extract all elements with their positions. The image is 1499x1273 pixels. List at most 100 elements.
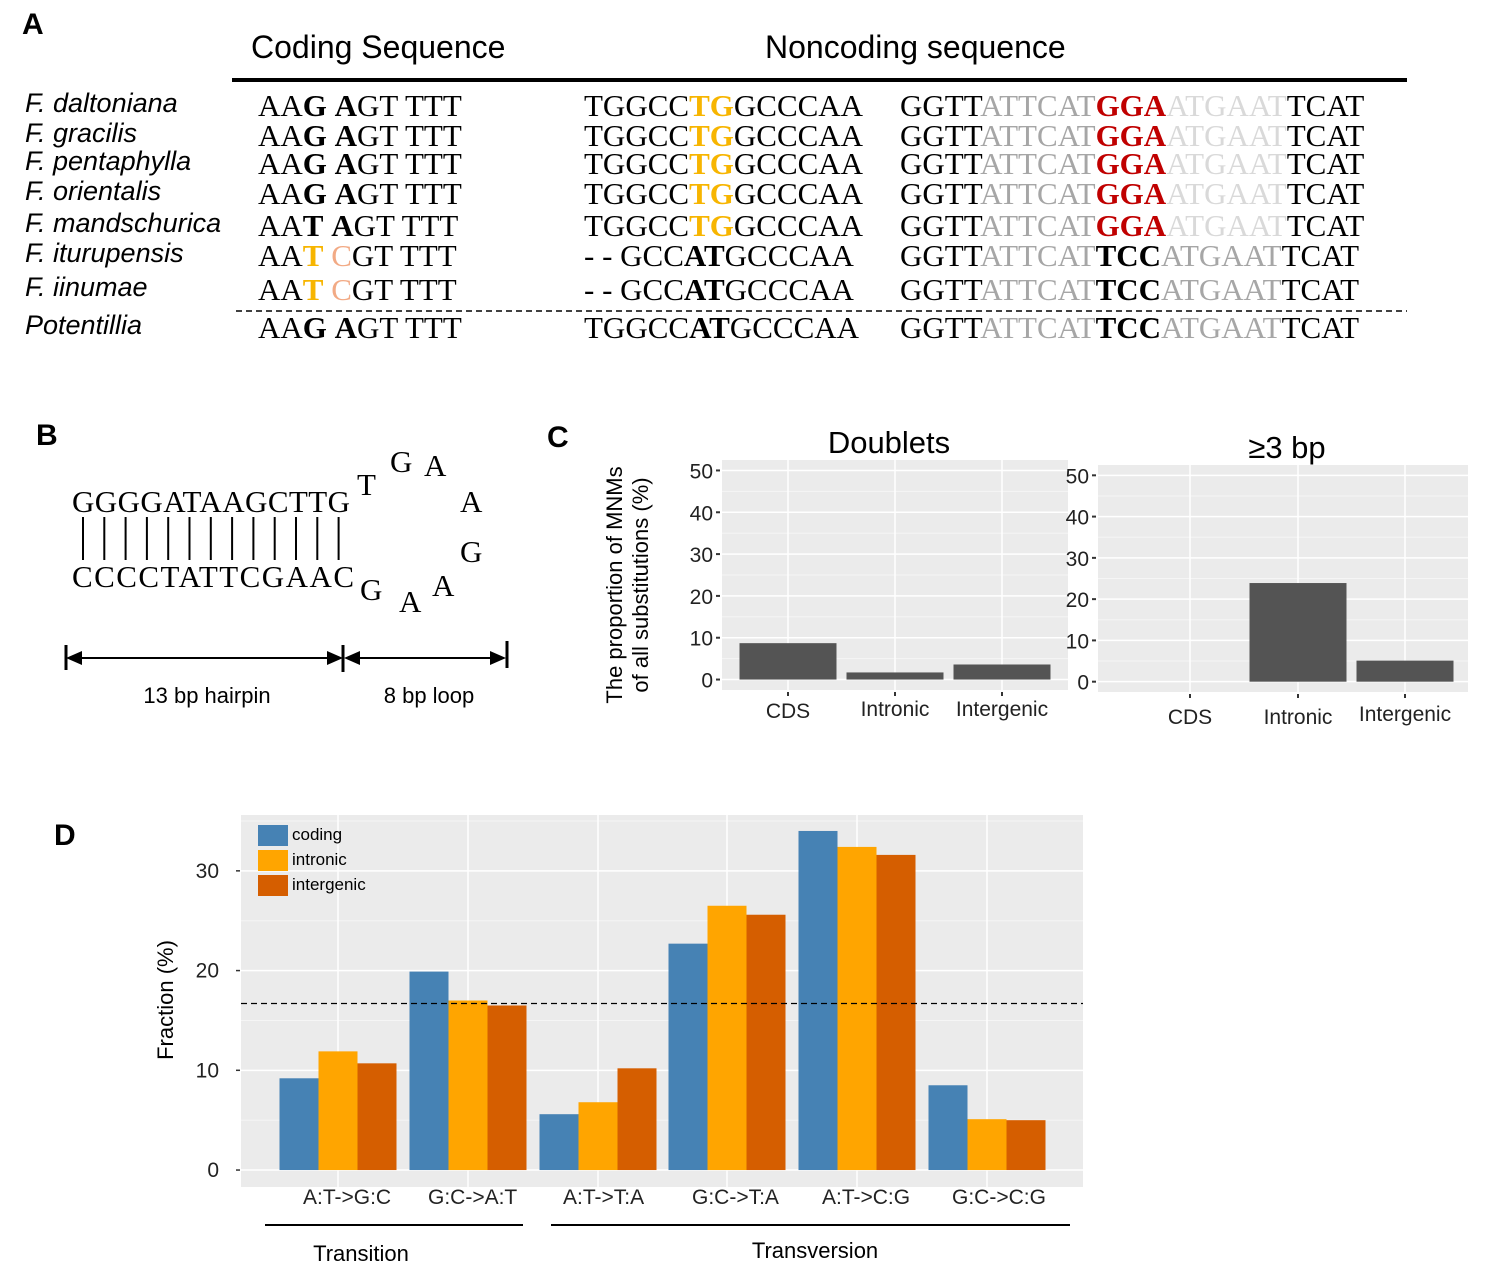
bar-intergenic bbox=[876, 854, 916, 1171]
arrowhead-icon bbox=[66, 651, 82, 665]
sequence-segment: GGTT bbox=[900, 208, 983, 243]
y-tick-label: 0 bbox=[701, 670, 713, 693]
top-strand: GGGGATAAGCTTG bbox=[72, 484, 350, 519]
sequence-noncoding1: - - GCCATGCCCAA bbox=[584, 272, 854, 307]
sequence-segment: AA bbox=[258, 208, 303, 243]
sequence-segment: ATGAAT bbox=[1161, 272, 1282, 307]
sequence-segment: - - GCC bbox=[584, 238, 684, 273]
sequence-coding: AAG AGT TTT bbox=[258, 146, 462, 181]
sequence-coding: AAT CGT TTT bbox=[258, 272, 457, 307]
sequence-coding: AAG AGT TTT bbox=[258, 310, 462, 345]
sequence-segment: GCCCAA bbox=[734, 146, 864, 181]
sequence-segment bbox=[323, 238, 331, 273]
sequence-segment: ATTCAT bbox=[980, 238, 1095, 273]
sequence-segment: T bbox=[303, 238, 324, 273]
sequence-coding: AAT AGT TTT bbox=[258, 208, 458, 243]
y-tick-label: 30 bbox=[1066, 548, 1089, 571]
x-tick-label: G:C->C:G bbox=[952, 1186, 1046, 1209]
species-name: F. gracilis bbox=[25, 118, 137, 148]
chart-title: ≥3 bp bbox=[1248, 430, 1325, 465]
x-tick-label: A:T->T:A bbox=[563, 1186, 644, 1209]
bar-coding bbox=[279, 1078, 319, 1171]
sequence-segment: T bbox=[303, 208, 324, 243]
species-name: F. iturupensis bbox=[25, 238, 184, 268]
sequence-segment: G bbox=[303, 146, 327, 181]
x-tick-label: CDS bbox=[1168, 706, 1212, 729]
bar-cds bbox=[739, 643, 837, 680]
sequence-segment: ATGAAT bbox=[1166, 88, 1287, 123]
bar-coding bbox=[928, 1085, 968, 1171]
sequence-segment: GGTT bbox=[900, 176, 983, 211]
sequence-segment: GT TTT bbox=[357, 146, 462, 181]
bar-coding bbox=[668, 943, 708, 1171]
x-tick-label: G:C->T:A bbox=[692, 1186, 779, 1209]
y-axis-label-line: The proportion of MNMs bbox=[602, 466, 627, 703]
sequence-segment: A bbox=[335, 88, 358, 123]
sequence-segment: TCC bbox=[1096, 238, 1161, 273]
sequence-segment: GT TTT bbox=[357, 118, 462, 153]
sequence-noncoding2: GGTTATTCATTCCATGAATTCAT bbox=[900, 272, 1359, 307]
sequence-segment bbox=[327, 176, 335, 211]
chart-3bp: 0 10 20 30 40 50 CDS Intronic Intergenic ≥3 bp bbox=[1066, 430, 1468, 729]
sequence-noncoding2: GGTTATTCATGGAATGAATTCAT bbox=[900, 208, 1364, 243]
sequence-segment: AA bbox=[258, 272, 303, 307]
sequence-segment: TG bbox=[689, 208, 734, 243]
bar-intronic bbox=[448, 1000, 488, 1171]
legend-label-intronic: intronic bbox=[292, 850, 347, 869]
y-tick-label: 10 bbox=[196, 1059, 219, 1082]
species-name: Potentillia bbox=[25, 310, 142, 340]
sequence-segment: TG bbox=[689, 146, 734, 181]
y-tick-label: 40 bbox=[1066, 507, 1089, 530]
sequence-segment: GT TTT bbox=[352, 238, 457, 273]
panel-label-d: D bbox=[54, 819, 76, 852]
sequence-segment: GCCCAA bbox=[734, 176, 864, 211]
sequence-segment: AT bbox=[689, 310, 730, 345]
bar-coding bbox=[539, 1114, 579, 1171]
sequence-segment: AA bbox=[258, 118, 303, 153]
hairpin-label: 13 bp hairpin bbox=[143, 683, 270, 708]
sequence-segment: ATGAAT bbox=[1161, 310, 1282, 345]
y-axis-label: The proportion of MNMsof all substitutio… bbox=[602, 466, 653, 703]
bar-intergenic bbox=[1356, 660, 1454, 682]
x-tick-label: A:T->C:G bbox=[822, 1186, 910, 1209]
sequence-segment: ATTCAT bbox=[980, 88, 1095, 123]
sequence-noncoding2: GGTTATTCATGGAATGAATTCAT bbox=[900, 146, 1364, 181]
sequence-segment: AA bbox=[258, 310, 303, 345]
loop-nucleotide: A bbox=[460, 484, 483, 519]
sequence-segment: TCAT bbox=[1287, 176, 1365, 211]
sequence-coding: AAG AGT TTT bbox=[258, 118, 462, 153]
sequence-segment: TCC bbox=[1096, 272, 1161, 307]
sequence-alignment-panel: Coding Sequence Noncoding sequence F. da… bbox=[25, 29, 1407, 345]
x-tick-label: Intronic bbox=[1264, 706, 1333, 729]
bar-intronic bbox=[967, 1119, 1007, 1171]
sequence-segment: GGTT bbox=[900, 310, 983, 345]
y-tick-label: 20 bbox=[1066, 589, 1089, 612]
sequence-segment: ATTCAT bbox=[980, 176, 1095, 211]
sequence-segment: T bbox=[303, 272, 324, 307]
x-tick-label: A:T->G:C bbox=[303, 1186, 391, 1209]
sequence-segment: ATTCAT bbox=[980, 118, 1095, 153]
sequence-segment: TCAT bbox=[1282, 238, 1360, 273]
sequence-coding: AAG AGT TTT bbox=[258, 176, 462, 211]
loop-nucleotide: A bbox=[432, 568, 455, 603]
legend-label-intergenic: intergenic bbox=[292, 875, 366, 894]
loop-nucleotide: G bbox=[390, 444, 412, 479]
y-tick-label: 0 bbox=[1077, 672, 1089, 695]
sequence-noncoding2: GGTTATTCATGGAATGAATTCAT bbox=[900, 176, 1364, 211]
sequence-noncoding1: - - GCCATGCCCAA bbox=[584, 238, 854, 273]
group-label-transition: Transition bbox=[313, 1241, 409, 1266]
sequence-segment bbox=[323, 272, 331, 307]
y-tick-label: 30 bbox=[196, 860, 219, 883]
sequence-noncoding1: TGGCCTGGCCCAA bbox=[584, 88, 864, 123]
sequence-segment: TGGCC bbox=[584, 88, 689, 123]
sequence-segment: GT TTT bbox=[354, 208, 459, 243]
bottom-strand: CCCCTATTCGAAC bbox=[72, 559, 354, 594]
sequence-segment: GGTT bbox=[900, 118, 983, 153]
species-name: F. pentaphylla bbox=[25, 146, 191, 176]
bar-intronic bbox=[707, 905, 747, 1171]
sequence-noncoding2: GGTTATTCATTCCATGAATTCAT bbox=[900, 310, 1359, 345]
sequence-segment: GGTT bbox=[900, 272, 983, 307]
species-name: F. iinumae bbox=[25, 272, 148, 302]
sequence-noncoding1: TGGCCTGGCCCAA bbox=[584, 118, 864, 153]
